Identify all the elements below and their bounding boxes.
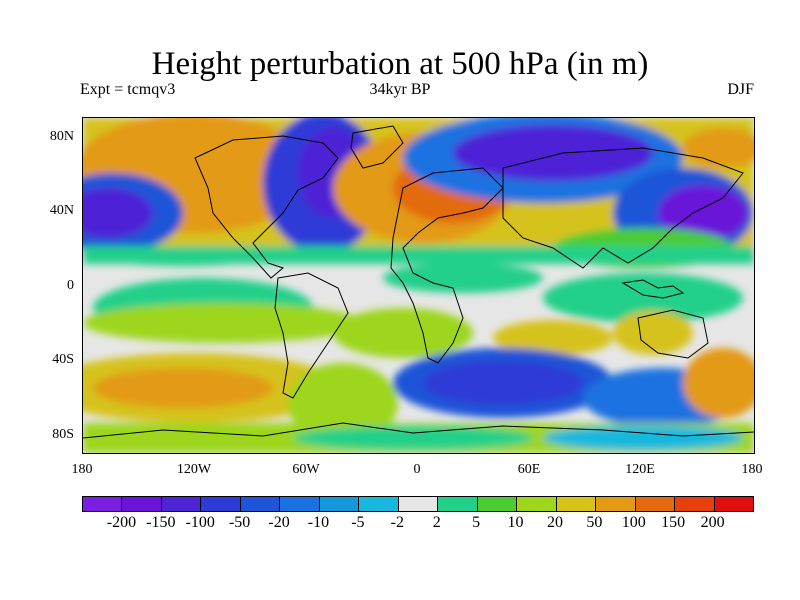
colorbar-label: -20 (268, 514, 290, 531)
colorbar-label: -50 (228, 514, 251, 531)
colorbar-label: -5 (351, 514, 365, 531)
colorbar-swatch (161, 497, 202, 511)
colorbar-label: -100 (185, 514, 215, 531)
height-perturbation-map (82, 117, 755, 454)
colorbar-label: -200 (106, 514, 137, 531)
colorbar-label: 100 (621, 514, 646, 531)
colorbar-swatch (280, 497, 320, 511)
colorbar-swatch (517, 497, 557, 511)
colorbar-label: 50 (586, 514, 603, 531)
colorbar-label: 150 (661, 514, 686, 531)
colorbar-swatch (83, 497, 123, 511)
colorbar (82, 496, 754, 512)
y-tick-label: 40S (52, 352, 74, 367)
colorbar-swatch (240, 497, 281, 511)
colorbar-swatch (122, 497, 162, 511)
colorbar-swatch (201, 497, 241, 511)
colorbar-label: -10 (307, 514, 330, 531)
colorbar-swatch (438, 497, 478, 511)
time-label: 34kyr BP (369, 81, 431, 98)
x-tick-label: 180 (741, 462, 763, 477)
coastlines (83, 125, 754, 439)
y-tick-label: 80N (49, 129, 74, 144)
map-title: Height perturbation at 500 hPa (in m) (151, 46, 649, 82)
colorbar-label: 10 (507, 514, 524, 531)
colorbar-label: 20 (546, 514, 563, 531)
colorbar-swatch (596, 497, 636, 511)
colorbar-swatch (635, 497, 676, 511)
x-tick-label: 120E (625, 462, 655, 477)
colorbar-label: 200 (700, 514, 725, 531)
colorbar-swatch (398, 497, 439, 511)
colorbar-label: 2 (432, 514, 441, 531)
x-tick-label: 180 (71, 462, 93, 477)
y-tick-label: 0 (67, 278, 74, 293)
colorbar-label: -2 (390, 514, 404, 531)
x-tick-label: 120W (176, 462, 212, 477)
y-tick-label: 80S (52, 427, 74, 442)
colorbar-label: -150 (146, 514, 176, 531)
y-tick-label: 40N (49, 203, 74, 218)
x-tick-label: 60W (292, 462, 320, 477)
colorbar-swatch (675, 497, 715, 511)
colorbar-swatch (319, 497, 360, 511)
colorbar-swatch (359, 497, 399, 511)
colorbar-swatch (556, 497, 597, 511)
experiment-label: Expt = tcmqv3 (80, 81, 176, 98)
colorbar-swatch (714, 497, 753, 511)
colorbar-swatch (477, 497, 518, 511)
x-tick-label: 60E (517, 462, 541, 477)
colorbar-label: 5 (472, 514, 481, 531)
contour-field (83, 118, 754, 453)
season-label: DJF (727, 81, 754, 98)
x-tick-label: 0 (413, 462, 421, 477)
